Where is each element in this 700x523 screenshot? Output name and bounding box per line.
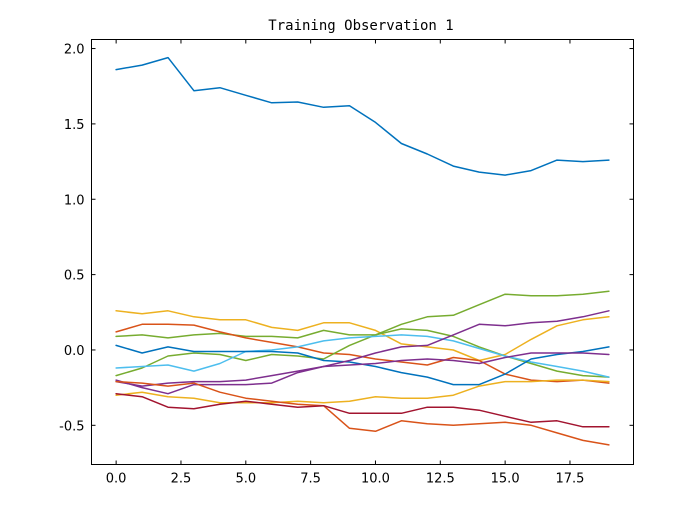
x-tick-label: 15.0 [491, 472, 520, 487]
y-tick-label: 0.5 [64, 269, 85, 284]
y-tick-label: -0.5 [59, 419, 84, 434]
series-line-8 [115, 310, 610, 387]
x-tick-label: 5.0 [235, 472, 256, 487]
axis-ticks: 0.0 2.5 5.0 7.5 10.0 12.5 15.0 17.5 -0.5 0.0 0.5 1.… [59, 39, 634, 487]
y-tick-label: 1.5 [64, 118, 85, 133]
x-tick-label: 10.0 [361, 472, 390, 487]
series-line-9 [115, 352, 610, 395]
series-line-12 [115, 392, 610, 428]
y-tick-label: 1.0 [64, 193, 85, 208]
plot-area-frame [91, 39, 634, 465]
chart-title: Training Observation 1 [268, 18, 453, 34]
series-lines [115, 56, 610, 446]
series-line-11 [115, 380, 610, 446]
series-line-5 [115, 290, 610, 377]
series-line-2 [115, 310, 610, 362]
x-tick-label: 12.5 [426, 472, 455, 487]
x-tick-label: 0.0 [106, 472, 127, 487]
x-tick-label: 7.5 [300, 472, 321, 487]
series-line-1 [115, 56, 610, 176]
x-tick-label: 17.5 [555, 472, 584, 487]
y-tick-label: 0.0 [64, 344, 85, 359]
series-line-10 [115, 379, 610, 404]
x-tick-label: 2.5 [171, 472, 192, 487]
y-tick-label: 2.0 [64, 43, 85, 58]
